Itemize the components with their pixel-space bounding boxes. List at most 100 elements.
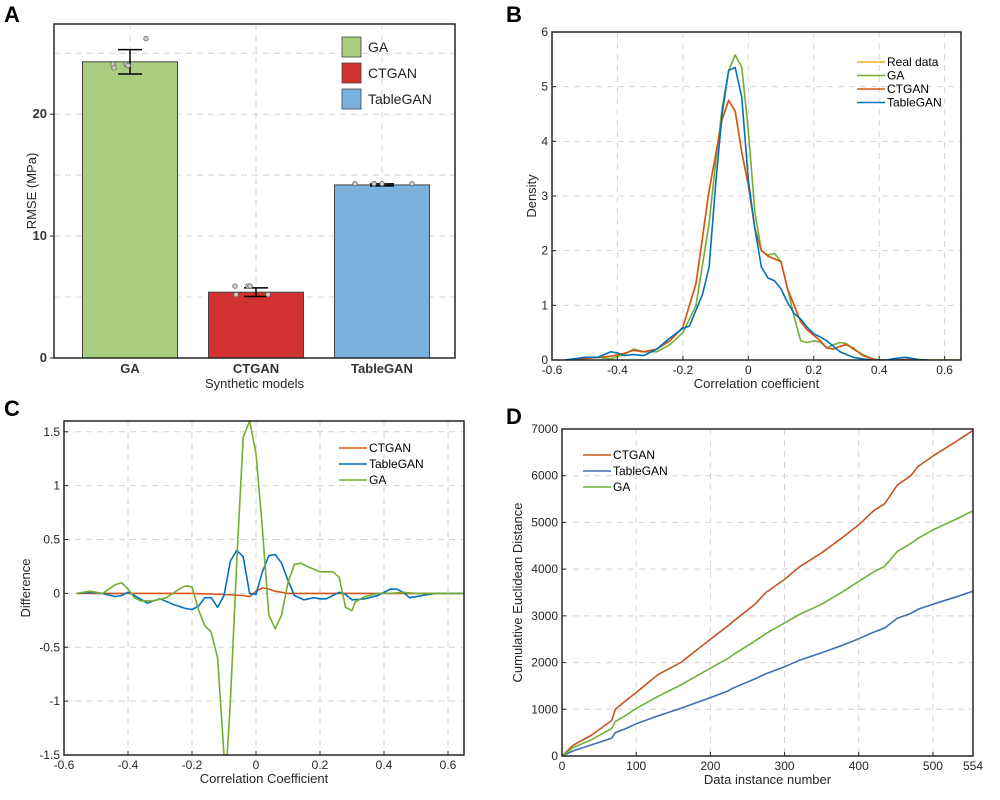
y-tick-label: 5 [541,80,548,94]
y-tick-label: -1 [49,694,60,708]
x-tick-label: GA [120,361,140,376]
y-tick-label: 2000 [531,656,558,670]
chart-b-density: -0.6 -0.4 -0.2 0 0.2 0.4 0.6 0 1 2 3 4 5 6 Correlation… [524,25,962,391]
y-tick-label: 0 [551,749,558,763]
series-line-ga [76,421,464,755]
x-tick-label: CTGAN [233,361,279,376]
legend-label: GA [613,480,630,494]
y-tick-label: 10 [33,228,47,243]
legend-swatch-ga [341,36,362,58]
x-tick-label: -0.6 [542,363,563,377]
series-line-tablegan [76,549,464,611]
y-tick-label: 0.5 [43,533,60,547]
chart-a-rmse-bar: GA CTGAN TableGAN 0 10 20 Synthetic models RMSE… [24,23,456,391]
x-tick-label: -0.4 [607,363,628,377]
data-point [352,180,358,187]
x-tick-label: TableGAN [351,361,413,376]
y-tick-label: 6000 [531,469,558,483]
series-line-ctgan [76,587,464,598]
y-tick-label: 20 [33,106,47,121]
panel-letter-d: D [506,404,522,429]
panel-letter-c: C [4,396,20,421]
y-tick-label: 1 [53,479,60,493]
data-point [125,62,131,69]
data-point [379,180,385,187]
x-tick-label: 0.4 [871,363,888,377]
series-line-tablegan [562,590,973,756]
data-point [143,35,149,42]
x-tick-label: 0 [559,759,566,773]
x-tick-label: 0.2 [312,758,329,772]
data-point [371,180,377,187]
bar-ga [82,61,178,359]
x-tick-label: 0.4 [376,758,393,772]
legend-swatch-tablegan [341,88,362,110]
x-tick-label: 300 [775,759,795,773]
legend-label: TableGAN [368,91,432,107]
y-tick-label: 1000 [531,702,558,716]
data-point [233,291,239,298]
y-tick-label: 4 [541,134,548,148]
plot-frame [53,23,456,359]
x-tick-label: 200 [700,759,720,773]
x-tick-label: -0.2 [673,363,694,377]
x-tick-label: 500 [923,759,943,773]
data-point [111,65,117,71]
x-tick-label: -0.6 [54,758,75,772]
y-axis-label: Density [524,174,539,218]
panel-letter-a: A [4,2,20,27]
y-tick-label: 1.5 [43,425,60,439]
y-tick-label: 0 [541,353,548,367]
x-tick-label: -0.2 [182,758,203,772]
x-tick-label: 0 [745,363,752,377]
x-axis-label: Correlation Coefficient [200,771,329,786]
series-line-ctgan [565,99,929,360]
y-tick-label: 1 [541,298,548,312]
x-tick-label: 0 [253,758,260,772]
legend-label: TableGAN [613,464,668,478]
y-tick-label: 4000 [531,562,558,576]
series-line-ga [565,54,929,360]
y-tick-label: 3 [541,189,548,203]
x-tick-label: 0.2 [805,363,822,377]
data-point [409,180,415,187]
legend-label: TableGAN [887,96,942,110]
y-axis-label: Cumulative Euclidean Distance [510,503,525,683]
bar-ctgan [208,291,304,359]
y-tick-label: 2 [541,244,548,258]
chart-c-difference: -0.6 -0.4 -0.2 0 0.2 0.4 0.6 -1.5 -1 -0.5 0 0.5 1 1.5… [18,420,465,786]
series-line-tablegan [564,66,929,360]
legend-label: TableGAN [369,457,424,471]
y-tick-label: 3000 [531,609,558,623]
x-axis-label: Correlation coefficient [694,376,820,391]
x-tick-label: 0.6 [440,758,457,772]
y-tick-label: -1.5 [39,748,60,762]
y-tick-label: 5000 [531,515,558,529]
y-axis-label: Difference [18,558,33,617]
y-tick-label: 7000 [531,422,558,436]
legend-label: CTGAN [368,65,417,81]
data-point [232,283,238,289]
x-tick-label: 0.6 [936,363,953,377]
y-tick-label: 0 [53,586,60,600]
legend-swatch-ctgan [341,62,362,84]
legend-label: GA [368,39,389,55]
x-tick-label: 400 [849,759,869,773]
plot-frame [561,428,974,757]
data-point [265,291,271,298]
legend-label: CTGAN [369,441,411,455]
y-axis-label: RMSE (MPa) [24,153,39,230]
x-tick-label: 554 [963,759,983,773]
plot-frame [63,420,465,756]
legend-label: Real data [887,55,939,69]
y-tick-label: 6 [541,25,548,39]
panel-letter-b: B [506,2,522,27]
data-point [247,283,253,289]
bar-tablegan [334,184,430,359]
x-axis-label: Synthetic models [205,376,304,391]
y-tick-label: -0.5 [39,640,60,654]
series-line-real-data [565,99,961,360]
y-tick-label: 0 [40,350,47,365]
legend-label: CTGAN [887,82,929,96]
